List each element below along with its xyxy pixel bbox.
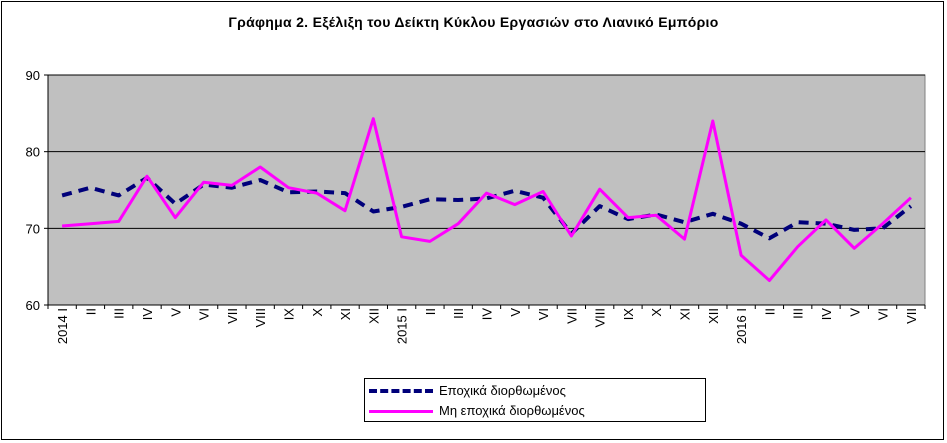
x-tick-label: VI xyxy=(536,308,551,320)
x-tick-label: VI xyxy=(197,308,212,320)
x-tick-label: III xyxy=(791,308,806,319)
y-axis: 60 70 80 90 xyxy=(26,68,49,313)
x-tick-label: VIII xyxy=(593,308,608,328)
chart-title: Γράφημα 2. Εξέλιξη του Δείκτη Κύκλου Εργ… xyxy=(228,14,719,30)
x-tick-label: V xyxy=(168,308,183,317)
legend-item-seasonally-adjusted: Εποχικά διορθωμένος xyxy=(365,381,705,401)
y-tick-label: 80 xyxy=(26,145,40,160)
x-axis: 2014 I II III IV V VI VII VIII IX X XI XII 2015 I II I… xyxy=(47,304,926,344)
x-tick-label: VII xyxy=(904,308,919,324)
x-tick-label: IX xyxy=(281,308,296,321)
x-tick-label: V xyxy=(847,308,862,317)
plot-area xyxy=(47,74,926,306)
legend-item-not-seasonally-adjusted: Μη εποχικά διορθωμένος xyxy=(365,401,705,421)
x-tick-label: III xyxy=(451,308,466,319)
legend-label: Εποχικά διορθωμένος xyxy=(439,383,566,398)
y-tick-label: 60 xyxy=(26,298,40,313)
legend-label: Μη εποχικά διορθωμένος xyxy=(439,403,585,418)
x-tick-label: VII xyxy=(564,308,579,324)
series-layer xyxy=(61,117,913,282)
x-tick-label: 2016 I xyxy=(734,308,749,344)
x-tick-label: III xyxy=(112,308,127,319)
legend-swatch-solid xyxy=(369,410,433,413)
x-tick-label: X xyxy=(310,308,325,317)
x-tick-label: 2015 I xyxy=(395,308,410,344)
x-tick-label: VII xyxy=(225,308,240,324)
x-tick-label: XII xyxy=(706,308,721,324)
x-tick-label: 2014 I xyxy=(55,308,70,344)
x-tick-label: IV xyxy=(140,308,155,321)
x-tick-label: II xyxy=(83,308,98,315)
legend: Εποχικά διορθωμένος Μη εποχικά διορθωμέν… xyxy=(364,378,706,422)
x-tick-label: IX xyxy=(621,308,636,321)
x-tick-label: V xyxy=(508,308,523,317)
x-tick-label: IV xyxy=(819,308,834,321)
x-tick-label: IV xyxy=(480,308,495,321)
x-tick-label: II xyxy=(423,308,438,315)
x-tick-label: XI xyxy=(338,308,353,320)
x-tick-label: II xyxy=(762,308,777,315)
y-tick-label: 70 xyxy=(26,221,40,236)
x-tick-label: XI xyxy=(678,308,693,320)
x-tick-label: VI xyxy=(876,308,891,320)
legend-swatch-dashed xyxy=(369,389,433,393)
x-tick-label: X xyxy=(649,308,664,317)
x-tick-label: XII xyxy=(366,308,381,324)
y-tick-label: 90 xyxy=(26,68,40,83)
x-tick-label: VIII xyxy=(253,308,268,328)
